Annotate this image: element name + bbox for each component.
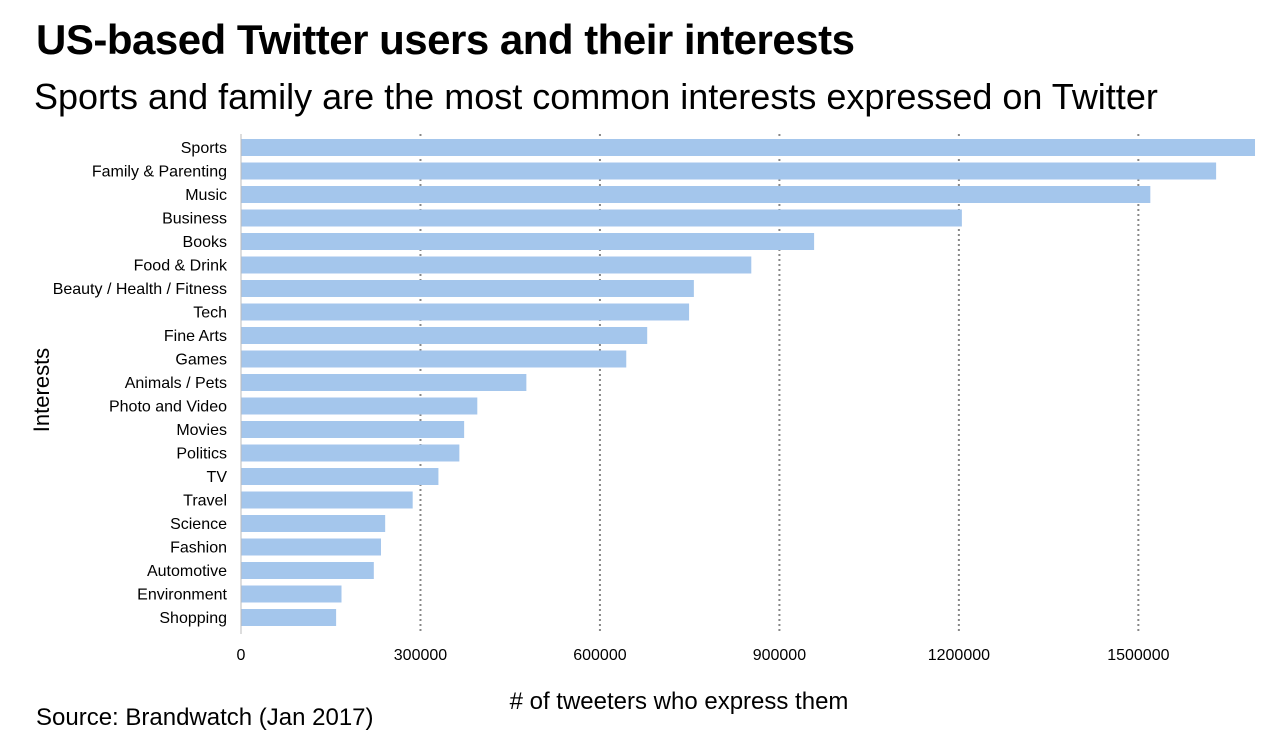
category-label: Fashion	[170, 540, 227, 557]
category-label: Business	[162, 211, 227, 228]
x-tick-label: 600000	[573, 647, 626, 664]
bar	[241, 421, 465, 438]
category-label: Environment	[137, 587, 227, 604]
bars	[241, 139, 1256, 626]
y-axis-label: Interests	[29, 347, 54, 433]
category-label: Books	[183, 234, 227, 251]
category-label: Family & Parenting	[92, 164, 227, 181]
category-label: Politics	[176, 446, 227, 463]
category-label: Food & Drink	[134, 258, 228, 275]
bar	[241, 327, 648, 344]
category-labels: Sports Family & Parenting Music Business Boo…	[53, 140, 228, 627]
category-label: Shopping	[159, 610, 227, 627]
bar	[241, 209, 962, 227]
bar	[241, 162, 1217, 180]
x-tick-label: 300000	[394, 647, 447, 664]
category-label: Photo and Video	[109, 399, 227, 416]
source-note: Source: Brandwatch (Jan 2017)	[36, 704, 374, 731]
x-tick-label: 900000	[753, 647, 806, 664]
category-label: Music	[185, 187, 227, 204]
bar	[241, 491, 413, 509]
bar	[241, 350, 627, 368]
bar	[241, 562, 374, 579]
bar	[241, 515, 386, 532]
category-label: Travel	[183, 493, 227, 510]
category-label: TV	[207, 469, 228, 486]
bar	[241, 444, 460, 462]
bar	[241, 256, 752, 274]
x-tick-label: 0	[237, 647, 246, 664]
category-label: Automotive	[147, 563, 227, 580]
bar	[241, 397, 478, 415]
x-tick-labels: 0 300000 600000 900000 1200000 1500000	[237, 647, 1170, 664]
bar	[241, 609, 337, 626]
x-tick-label: 1200000	[928, 647, 990, 664]
chart-subtitle: Sports and family are the most common in…	[34, 76, 1158, 117]
bar	[241, 538, 381, 556]
bar	[241, 303, 690, 321]
category-label: Fine Arts	[164, 328, 227, 345]
category-label: Animals / Pets	[125, 375, 227, 392]
bar	[241, 374, 527, 391]
category-label: Science	[170, 516, 227, 533]
bar	[241, 186, 1151, 203]
category-label: Games	[175, 352, 227, 369]
category-label: Sports	[181, 140, 227, 157]
category-label: Tech	[193, 305, 227, 322]
gridlines	[419, 134, 1140, 634]
bar	[241, 280, 694, 297]
x-tick-label: 1500000	[1107, 647, 1169, 664]
bar	[241, 585, 342, 603]
chart-title: US-based Twitter users and their interes…	[36, 16, 855, 63]
category-label: Movies	[176, 422, 227, 439]
bar	[241, 468, 439, 485]
bar	[241, 233, 815, 250]
bar	[241, 139, 1256, 156]
x-axis-label: # of tweeters who express them	[509, 688, 849, 715]
category-label: Beauty / Health / Fitness	[53, 281, 227, 298]
